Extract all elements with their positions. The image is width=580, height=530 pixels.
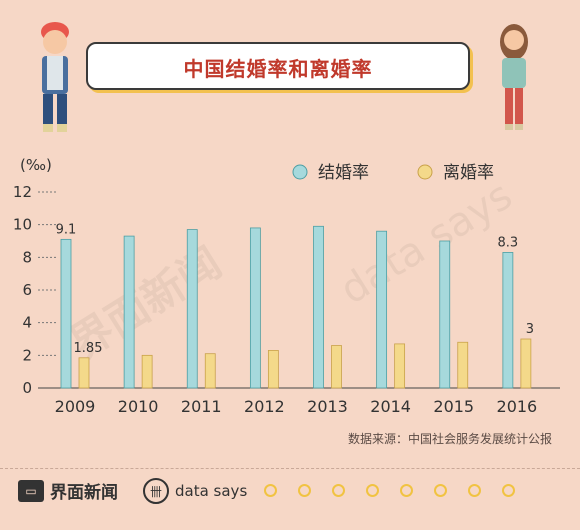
divorce-bar: [520, 338, 532, 389]
divorce-bar: [457, 341, 469, 389]
divorce-bar: [78, 357, 90, 389]
title-box: 中国结婚率和离婚率: [86, 42, 470, 90]
x-tick-label: 2012: [244, 397, 285, 416]
data-label: 1.85: [74, 341, 103, 356]
woman-illustration: [500, 24, 528, 130]
footer: [0, 468, 580, 509]
y-tick-label: 6: [22, 281, 32, 299]
x-tick-label: 2010: [118, 397, 159, 416]
y-tick-label: 10: [13, 216, 32, 234]
y-tick-label: 8: [22, 248, 32, 266]
legend-divorce-swatch: [417, 164, 433, 180]
bars: [60, 225, 532, 389]
bar-chart: (‰) 0 2 4 6 8 10 12 2009 2010 2011 2012 2013 2014 2015…: [13, 156, 560, 416]
marriage-bar: [313, 225, 324, 389]
legend-marriage-label: 结婚率: [318, 163, 369, 183]
marriage-bar: [123, 235, 135, 389]
divorce-bar: [141, 354, 153, 389]
data-source: 数据来源：中国社会服务发展统计公报: [347, 432, 552, 446]
datasays-brand[interactable]: 卌 data says: [143, 478, 247, 504]
marriage-bar: [376, 230, 388, 389]
man-illustration: [41, 22, 69, 132]
chart-title: 中国结婚率和离婚率: [183, 57, 373, 81]
x-tick-label: 2013: [307, 397, 348, 416]
legend-marriage-swatch: [292, 164, 308, 180]
y-tick-label: 0: [22, 379, 32, 397]
jiemian-logo-icon: ▭: [18, 479, 44, 502]
y-tick-label: 12: [13, 183, 32, 201]
divorce-bar: [267, 350, 279, 389]
datasays-logo-icon: 卌: [143, 478, 169, 504]
divorce-bar: [204, 353, 216, 389]
divorce-bar: [394, 343, 406, 389]
labels: 9.1 1.85 8.3 3: [56, 222, 534, 355]
marriage-bar: [60, 238, 72, 389]
data-label: 3: [526, 322, 534, 337]
x-tick-label: 2011: [181, 397, 222, 416]
decorative-dots: [264, 484, 515, 497]
y-tick-label: 4: [22, 314, 32, 332]
x-tick-label: 2016: [497, 397, 538, 416]
jiemian-brand[interactable]: ▭ 界面新闻: [18, 478, 118, 503]
axes: (‰) 0 2 4 6 8 10 12 2009 2010 2011 2012 2013 2014 2015…: [13, 156, 560, 416]
marriage-bar: [502, 252, 514, 389]
divorce-bar: [331, 345, 342, 389]
data-label: 8.3: [498, 235, 519, 250]
datasays-brand-label: data says: [175, 482, 248, 500]
jiemian-brand-label: 界面新闻: [50, 483, 118, 503]
legend-divorce-label: 离婚率: [443, 163, 494, 183]
data-label: 9.1: [56, 222, 77, 237]
marriage-bar: [186, 229, 198, 389]
x-tick-label: 2015: [433, 397, 474, 416]
x-tick-label: 2009: [55, 397, 96, 416]
marriage-bar: [439, 240, 451, 389]
legend: 结婚率 离婚率: [292, 163, 494, 183]
x-tick-label: 2014: [370, 397, 411, 416]
marriage-bar: [249, 227, 261, 389]
y-tick-label: 2: [22, 346, 32, 364]
y-unit-label: (‰): [20, 156, 52, 174]
